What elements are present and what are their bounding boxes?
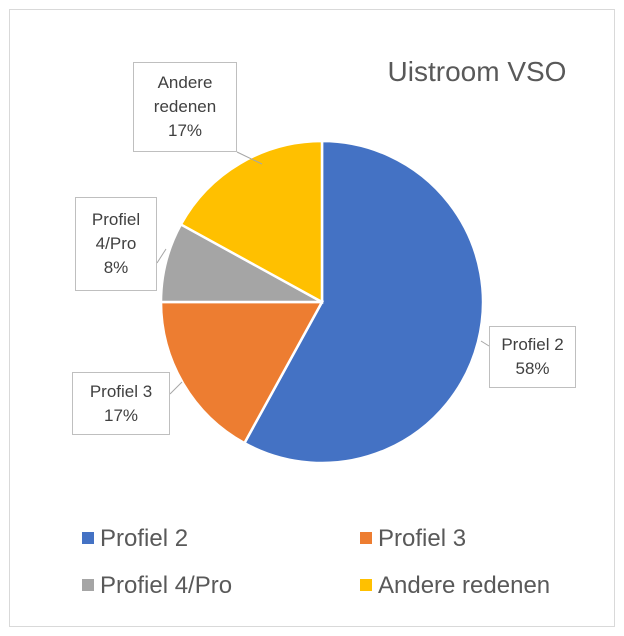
data-label: Andere redenen 17%: [133, 62, 237, 152]
pie-slice: [159, 300, 325, 445]
data-label: Profiel 4/Pro 8%: [75, 197, 157, 291]
leader-line: [156, 248, 167, 264]
pie-slice: [242, 139, 485, 465]
legend-label: Profiel 4/Pro: [100, 572, 233, 599]
leader-line: [236, 151, 263, 165]
legend-label: Profiel 3: [378, 525, 467, 552]
leader-line: [480, 340, 490, 347]
data-label-name: Profiel 3: [89, 381, 153, 401]
chart-title: Uistroom VSO: [387, 56, 567, 87]
legend-label: Andere redenen: [378, 572, 551, 599]
leader-line: [169, 381, 183, 395]
legend-swatch: [82, 579, 94, 591]
leader-lines: [156, 151, 490, 395]
legend-swatch: [360, 579, 372, 591]
data-label-name: Profiel 4/Pro: [91, 210, 141, 253]
data-label-value: 17%: [103, 405, 139, 425]
data-label-name: Andere redenen: [153, 73, 217, 116]
pie-slice: [179, 139, 324, 305]
data-label-value: 58%: [515, 359, 550, 378]
data-label-name: Profiel 2: [501, 335, 564, 354]
legend-swatch: [360, 532, 372, 544]
legend-label: Profiel 2: [100, 525, 189, 552]
pie: [159, 139, 485, 465]
data-label-value: 8%: [103, 258, 129, 277]
data-label: Profiel 3 17%: [72, 372, 170, 435]
legend-swatch: [82, 532, 94, 544]
data-label: Profiel 2 58%: [489, 326, 576, 388]
data-label-value: 17%: [167, 121, 203, 140]
